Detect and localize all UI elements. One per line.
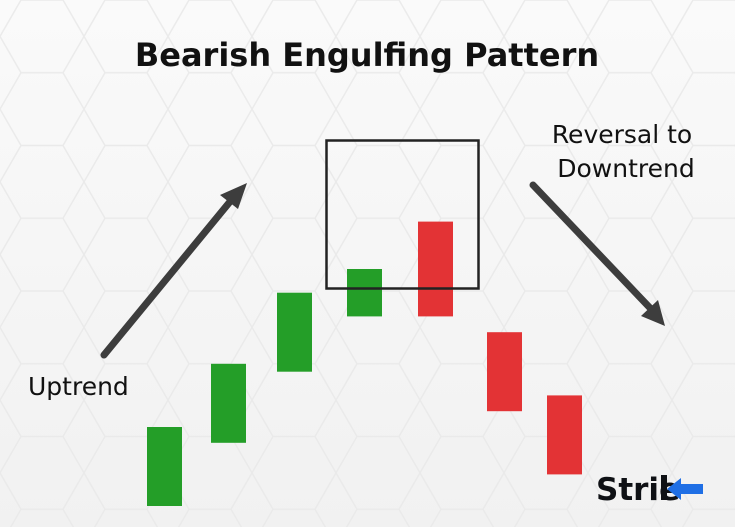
candle-2-bullish: [211, 363, 246, 443]
candles: [147, 221, 582, 506]
brand-k-stem: [661, 475, 667, 500]
chart-title: Bearish Engulfing Pattern: [135, 36, 599, 74]
candle-4-bullish: [347, 269, 382, 317]
downtrend-arrow-line: [529, 181, 656, 314]
candle-3-bullish: [277, 292, 312, 372]
uptrend-arrowhead: [220, 183, 247, 209]
uptrend-label: Uptrend: [28, 372, 129, 401]
downtrend-arrow: [529, 181, 665, 326]
reversal-label: Reversal to Downtrend: [552, 120, 700, 183]
reversal-label-line-2: Downtrend: [557, 154, 694, 183]
brand-text-prefix: Stri: [596, 472, 659, 508]
candle-6-bearish: [487, 332, 522, 412]
brand-k-glyph: [661, 475, 703, 500]
candle-5-bearish: [418, 221, 453, 317]
engulfing-highlight-box: [325, 139, 480, 290]
uptrend-arrow: [100, 183, 247, 359]
downtrend-arrowhead: [641, 300, 665, 326]
brand-k-arrow: [667, 478, 703, 500]
candle-7-bearish: [547, 395, 582, 475]
uptrend-arrow-line: [100, 194, 237, 359]
reversal-label-line-1: Reversal to: [552, 120, 692, 149]
brand-logo: Strie: [596, 472, 703, 508]
brand-text: Strie: [596, 472, 680, 508]
candle-1-bullish: [147, 427, 182, 506]
